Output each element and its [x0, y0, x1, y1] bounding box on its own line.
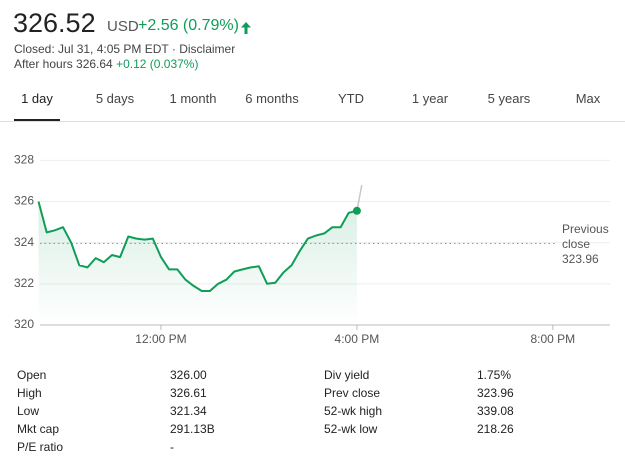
closed-time: Closed: Jul 31, 4:05 PM EDT ·	[14, 42, 176, 56]
price: 326.52	[13, 8, 96, 38]
stat-value: 321.34	[170, 404, 207, 418]
price-line	[37, 201, 358, 292]
stat-label: Mkt cap	[17, 422, 60, 436]
range-tab[interactable]: 6 months	[245, 91, 299, 106]
price-change: +2.56 (0.79%)	[138, 17, 239, 34]
stat-value: 326.00	[170, 368, 207, 382]
close-point	[352, 206, 361, 215]
stat-value: 291.13B	[170, 422, 215, 436]
stat-label: 52-wk high	[324, 404, 383, 418]
stat-label: Div yield	[324, 368, 370, 382]
previous-close-label: close	[562, 237, 590, 251]
stat-label: High	[17, 386, 42, 400]
y-tick-label: 328	[14, 153, 34, 167]
range-tab[interactable]: 5 days	[95, 91, 135, 106]
stat-label: P/E ratio	[17, 440, 64, 454]
currency: USD	[107, 18, 139, 35]
stat-label: 52-wk low	[324, 422, 378, 436]
range-tab[interactable]: 1 year	[411, 91, 449, 106]
y-tick-label: 326	[14, 194, 34, 208]
range-tab[interactable]: 1 month	[169, 91, 217, 106]
up-arrow	[241, 22, 251, 34]
stat-label: Prev close	[324, 386, 381, 400]
previous-close-value: 323.96	[562, 252, 599, 266]
stat-label: Open	[17, 368, 47, 382]
disclaimer-link[interactable]: Disclaimer	[179, 42, 236, 56]
stat-value: -	[170, 440, 174, 454]
tab-divider	[0, 121, 625, 122]
previous-close-label: Previous	[562, 222, 609, 236]
x-tick-label: 4:00 PM	[335, 332, 380, 346]
chart: 320 322 324 326 328 12:00 PM 4:00 PM 8:00 PM Pre…	[14, 153, 610, 346]
closed-info: Closed: Jul 31, 4:05 PM EDT · Disclaimer	[14, 42, 235, 56]
stat-value: 326.61	[170, 386, 207, 400]
range-tab[interactable]: 1 day	[21, 91, 53, 106]
after-hours-change: +0.12 (0.037%)	[116, 57, 199, 71]
range-tab[interactable]: Max	[575, 91, 601, 106]
stat-value: 339.08	[477, 404, 514, 418]
after-hours-price: After hours 326.64	[14, 57, 113, 71]
y-tick-label: 322	[14, 276, 34, 290]
stat-value: 1.75%	[477, 368, 512, 382]
after-hours-line	[356, 184, 363, 211]
range-tab[interactable]: 5 years	[487, 91, 531, 106]
stat-value: 218.26	[477, 422, 514, 436]
x-tick-label: 12:00 PM	[135, 332, 186, 346]
range-tab[interactable]: YTD	[338, 91, 364, 106]
area-fill	[38, 201, 357, 325]
y-tick-label: 320	[14, 317, 34, 331]
stat-label: Low	[17, 404, 40, 418]
after-hours: After hours 326.64 +0.12 (0.037%)	[14, 57, 198, 71]
stat-value: 323.96	[477, 386, 514, 400]
selected-tab-indicator	[14, 119, 60, 122]
y-tick-label: 324	[14, 235, 34, 249]
x-tick-label: 8:00 PM	[530, 332, 575, 346]
